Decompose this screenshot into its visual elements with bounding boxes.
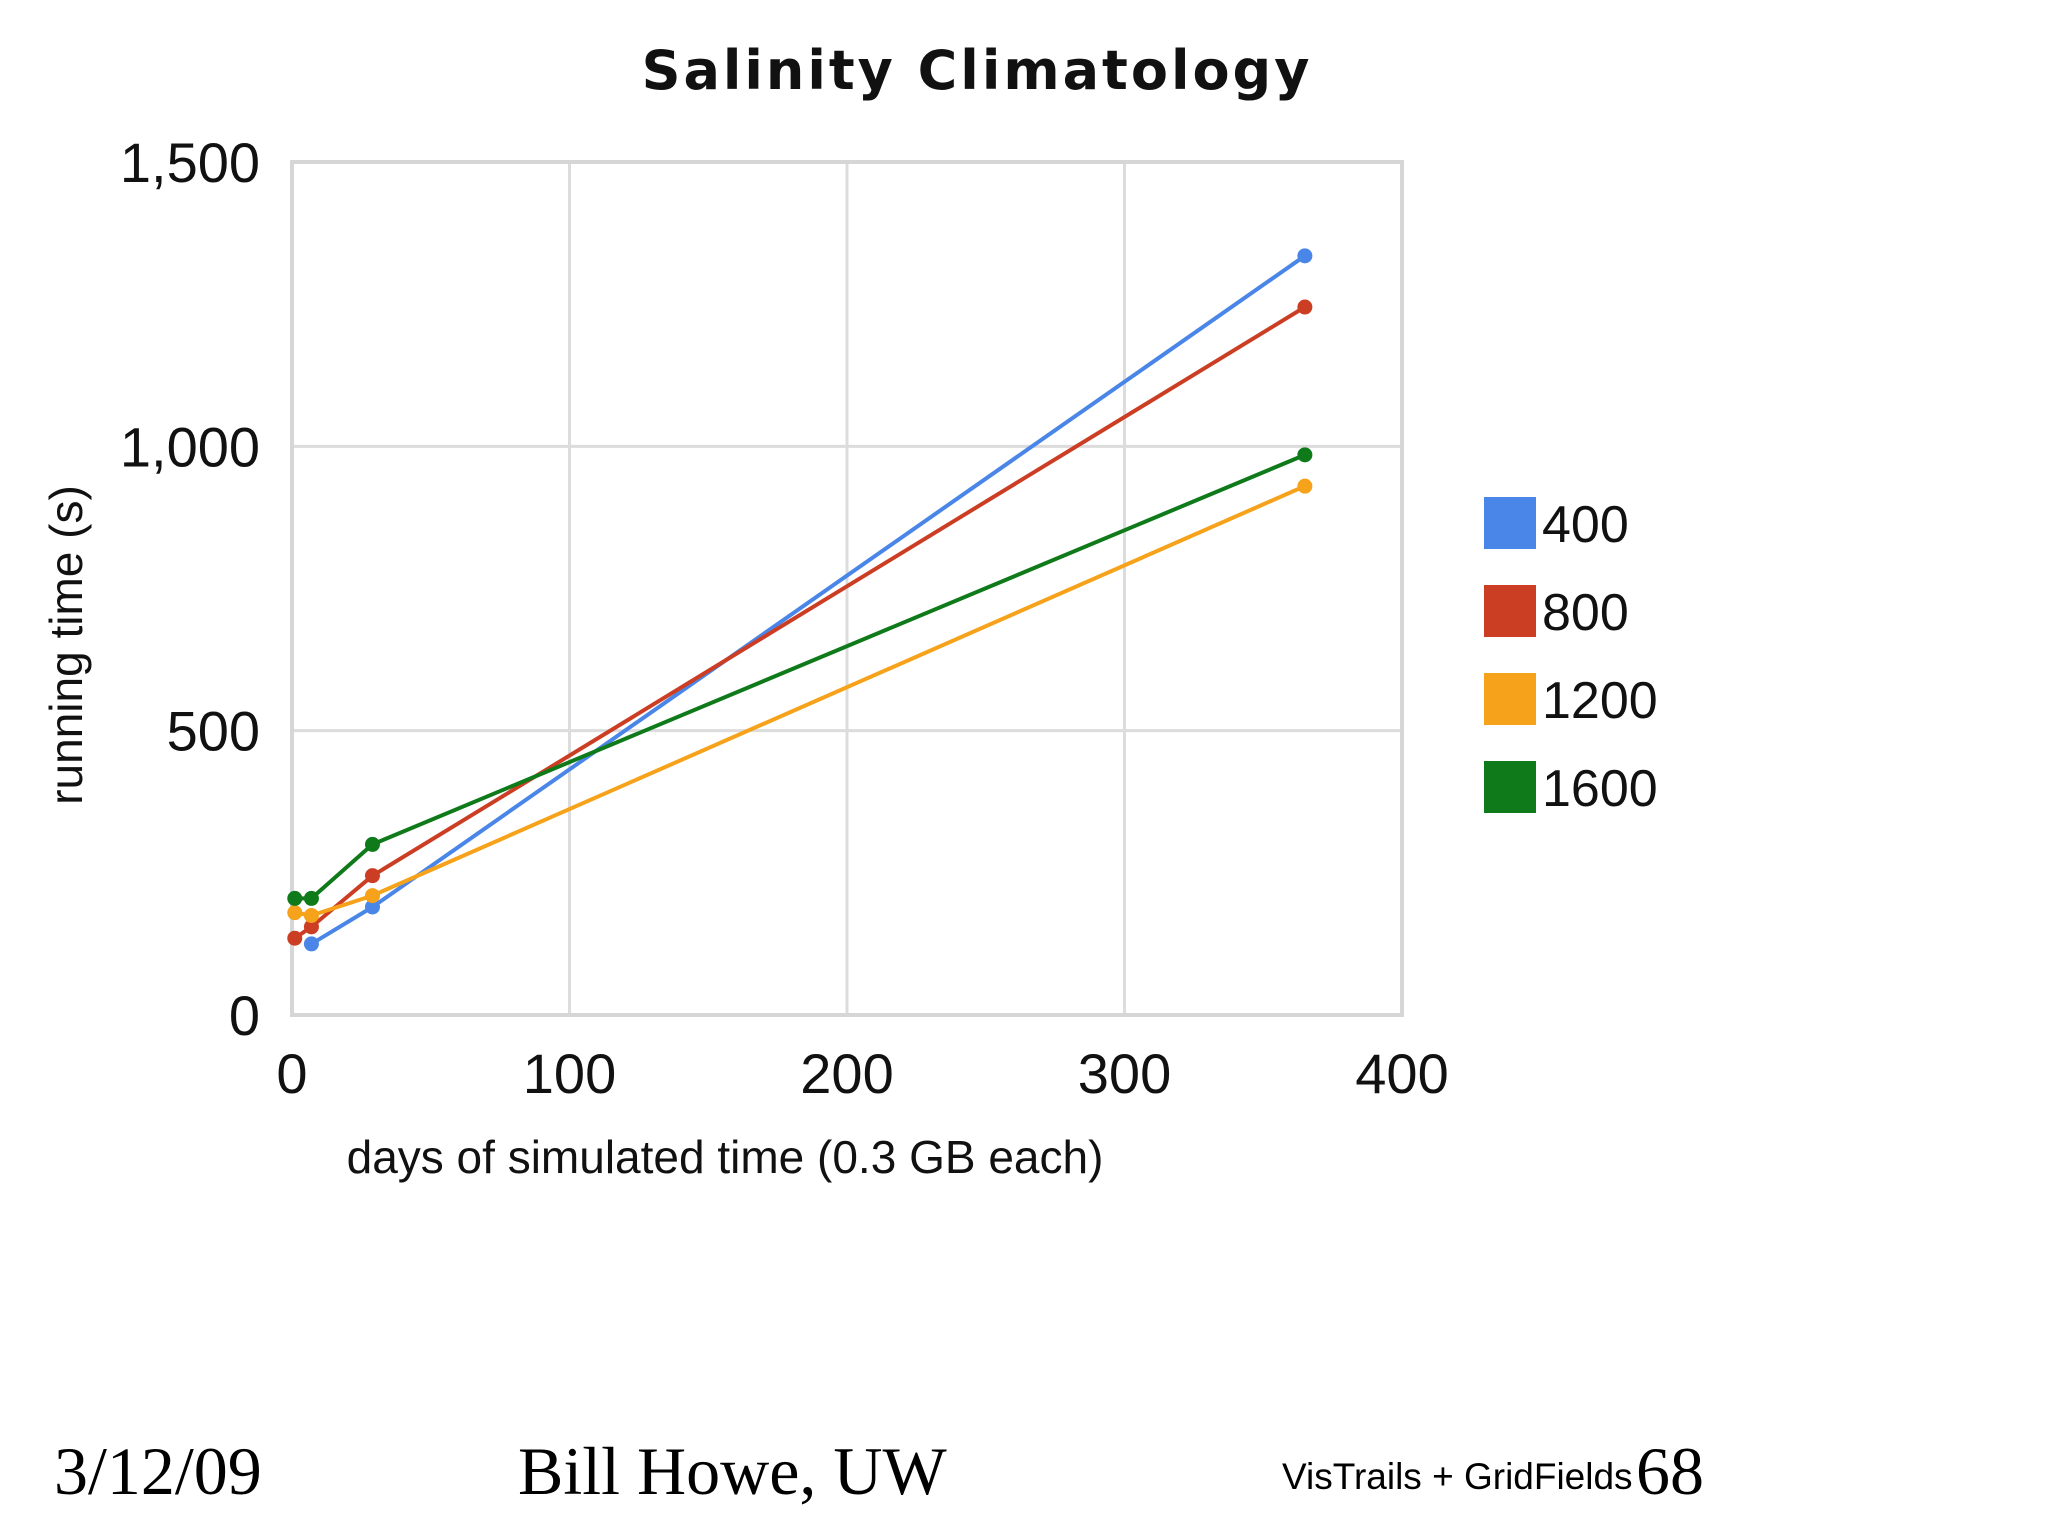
- footer-project: VisTrails + GridFields: [1282, 1456, 1633, 1497]
- legend-item-1600: 1600: [1484, 760, 1658, 818]
- series-line-800: [293, 305, 1306, 940]
- data-point-1600-0: [287, 890, 303, 906]
- y-tick-label-0: 0: [229, 984, 260, 1047]
- legend-label-800: 800: [1542, 584, 1629, 642]
- data-point-1200-3: [1297, 478, 1313, 494]
- x-axis-title: days of simulated time (0.3 GB each): [347, 1131, 1104, 1183]
- y-tick-label-1: 500: [167, 700, 260, 763]
- plot-frame: [290, 160, 1404, 1017]
- series-line-1200: [294, 484, 1306, 918]
- y-tick-label-3: 1,500: [120, 131, 260, 194]
- data-point-1200-2: [364, 888, 380, 904]
- legend-swatch-800: [1484, 585, 1536, 637]
- data-point-1600-3: [1297, 447, 1313, 463]
- x-tick-label-2: 200: [800, 1042, 893, 1105]
- legend-item-1200: 1200: [1484, 672, 1658, 730]
- legend-label-1200: 1200: [1542, 672, 1658, 730]
- data-point-1200-0: [287, 905, 303, 921]
- data-point-400-1: [364, 899, 380, 915]
- data-point-800-2: [364, 868, 380, 884]
- series-400: [303, 248, 1313, 952]
- legend-item-800: 800: [1484, 584, 1629, 642]
- chart-title: Salinity Climatology: [642, 39, 1313, 102]
- footer-author: Bill Howe, UW: [518, 1433, 947, 1509]
- series-line-400: [310, 254, 1307, 946]
- legend-label-400: 400: [1542, 496, 1629, 554]
- data-point-1600-1: [303, 890, 319, 906]
- y-axis-ticks: 0 500 1,000 1,500: [120, 131, 260, 1047]
- data-point-800-1: [303, 919, 319, 935]
- legend-label-1600: 1600: [1542, 760, 1658, 818]
- legend: 400 800 1200 1600: [1484, 496, 1658, 818]
- x-tick-label-3: 300: [1078, 1042, 1171, 1105]
- series: [287, 248, 1313, 952]
- x-tick-label-1: 100: [523, 1042, 616, 1105]
- series-line-1600: [294, 453, 1306, 901]
- data-point-1600-2: [364, 836, 380, 852]
- data-point-800-0: [287, 930, 303, 946]
- x-axis-ticks: 0 100 200 300 400: [276, 1042, 1448, 1105]
- legend-item-400: 400: [1484, 496, 1629, 554]
- data-point-400-0: [303, 936, 319, 952]
- footer-page-number: 68: [1636, 1433, 1704, 1509]
- y-tick-label-2: 1,000: [120, 415, 260, 478]
- series-800: [287, 299, 1313, 946]
- data-point-800-3: [1297, 299, 1313, 315]
- legend-swatch-1600: [1484, 761, 1536, 813]
- legend-swatch-1200: [1484, 673, 1536, 725]
- x-tick-label-4: 400: [1355, 1042, 1448, 1105]
- y-axis-title: running time (s): [40, 485, 92, 805]
- data-point-400-2: [1297, 248, 1313, 264]
- footer-date: 3/12/09: [54, 1433, 262, 1509]
- data-point-1200-1: [303, 907, 319, 923]
- legend-swatch-400: [1484, 497, 1536, 549]
- x-tick-label-0: 0: [276, 1042, 307, 1105]
- series-1600: [287, 447, 1313, 906]
- series-1200: [287, 478, 1313, 923]
